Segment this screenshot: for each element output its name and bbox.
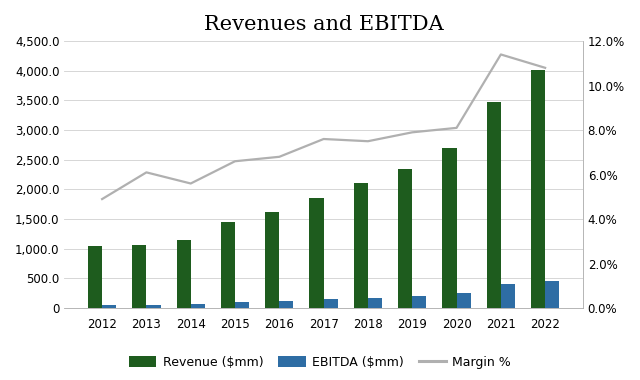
Bar [265, 212, 279, 308]
Bar [147, 304, 161, 308]
Bar [531, 70, 545, 308]
Bar [132, 245, 147, 308]
Bar [324, 299, 338, 308]
Bar [88, 246, 102, 308]
Bar [221, 222, 235, 308]
Bar [354, 184, 368, 308]
Bar [501, 284, 515, 308]
Bar [368, 298, 382, 308]
Bar [412, 296, 426, 308]
Bar [456, 293, 470, 308]
Title: Revenues and EBITDA: Revenues and EBITDA [204, 15, 444, 34]
Legend: Revenue ($mm), EBITDA ($mm), Margin %: Revenue ($mm), EBITDA ($mm), Margin % [124, 351, 516, 374]
Bar [545, 281, 559, 308]
Bar [235, 302, 249, 308]
Bar [398, 169, 412, 308]
Bar [442, 148, 456, 308]
Bar [177, 240, 191, 308]
Bar [310, 198, 324, 308]
Bar [486, 102, 501, 308]
Bar [191, 304, 205, 308]
Bar [102, 305, 116, 308]
Bar [279, 301, 294, 308]
